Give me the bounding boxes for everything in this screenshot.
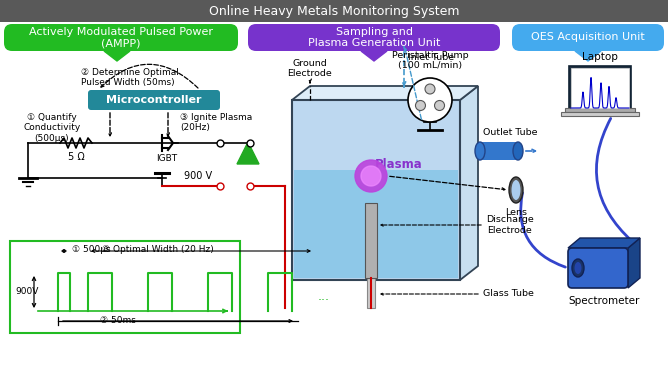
Circle shape — [355, 160, 387, 192]
Circle shape — [361, 166, 381, 186]
Text: ① 500μs: ① 500μs — [72, 245, 111, 254]
Text: Glass Tube: Glass Tube — [483, 289, 534, 298]
Text: Laptop: Laptop — [582, 52, 618, 62]
Ellipse shape — [512, 180, 520, 200]
Text: ② Determine Optimal
Pulsed Width (50ms): ② Determine Optimal Pulsed Width (50ms) — [81, 68, 179, 87]
Circle shape — [408, 78, 452, 122]
FancyBboxPatch shape — [480, 142, 518, 160]
FancyBboxPatch shape — [571, 68, 629, 108]
FancyBboxPatch shape — [568, 248, 628, 288]
Polygon shape — [460, 86, 478, 280]
Text: Actively Modulated Pulsed Power
(AMPP): Actively Modulated Pulsed Power (AMPP) — [29, 27, 213, 48]
Circle shape — [425, 84, 435, 94]
Text: Spectrometer: Spectrometer — [568, 296, 640, 306]
Text: Plasma: Plasma — [375, 158, 423, 170]
Ellipse shape — [574, 262, 582, 274]
FancyBboxPatch shape — [248, 24, 500, 51]
Text: Lens: Lens — [505, 208, 527, 217]
Text: Peristaltic Pump
(100 mL/min): Peristaltic Pump (100 mL/min) — [391, 50, 468, 70]
Text: ② 50ms: ② 50ms — [100, 316, 136, 325]
FancyBboxPatch shape — [10, 241, 240, 333]
Polygon shape — [292, 86, 478, 100]
Text: ③ Ignite Plasma
(20Hz): ③ Ignite Plasma (20Hz) — [180, 113, 253, 132]
FancyBboxPatch shape — [565, 108, 635, 112]
Circle shape — [434, 100, 444, 111]
Circle shape — [415, 100, 426, 111]
Text: Outlet Tube: Outlet Tube — [483, 128, 537, 137]
FancyBboxPatch shape — [0, 0, 668, 22]
FancyBboxPatch shape — [88, 90, 220, 110]
Text: Discharge
Electrode: Discharge Electrode — [486, 215, 534, 235]
FancyBboxPatch shape — [512, 24, 664, 51]
Polygon shape — [568, 238, 640, 248]
FancyBboxPatch shape — [561, 112, 639, 116]
Ellipse shape — [572, 259, 584, 277]
FancyBboxPatch shape — [4, 24, 238, 51]
Polygon shape — [104, 51, 130, 61]
FancyBboxPatch shape — [294, 170, 458, 278]
Text: 900V: 900V — [15, 288, 38, 296]
Ellipse shape — [509, 177, 523, 203]
Text: 5 Ω: 5 Ω — [67, 152, 84, 162]
Text: IGBT: IGBT — [156, 154, 178, 163]
FancyBboxPatch shape — [292, 100, 460, 280]
Text: ③ Optimal Width (20 Hz): ③ Optimal Width (20 Hz) — [102, 245, 214, 254]
FancyBboxPatch shape — [365, 203, 377, 278]
Text: Microcontroller: Microcontroller — [106, 95, 202, 105]
Ellipse shape — [475, 142, 485, 160]
Text: Online Heavy Metals Monitoring System: Online Heavy Metals Monitoring System — [208, 5, 460, 17]
Polygon shape — [628, 238, 640, 288]
Ellipse shape — [513, 142, 523, 160]
Polygon shape — [237, 142, 259, 164]
Polygon shape — [575, 51, 601, 61]
Text: ...: ... — [318, 289, 330, 303]
Text: Sampling and
Plasma Generation Unit: Sampling and Plasma Generation Unit — [308, 27, 440, 48]
Text: Inlet Tube: Inlet Tube — [408, 54, 454, 62]
Text: ① Quantify
Conductivity
(500μs): ① Quantify Conductivity (500μs) — [23, 113, 81, 143]
Text: 900 V: 900 V — [184, 171, 212, 181]
FancyBboxPatch shape — [367, 278, 375, 308]
FancyBboxPatch shape — [569, 66, 631, 110]
Text: OES Acquisition Unit: OES Acquisition Unit — [531, 33, 645, 43]
Text: Ground
Electrode: Ground Electrode — [288, 59, 333, 78]
Polygon shape — [361, 51, 387, 61]
